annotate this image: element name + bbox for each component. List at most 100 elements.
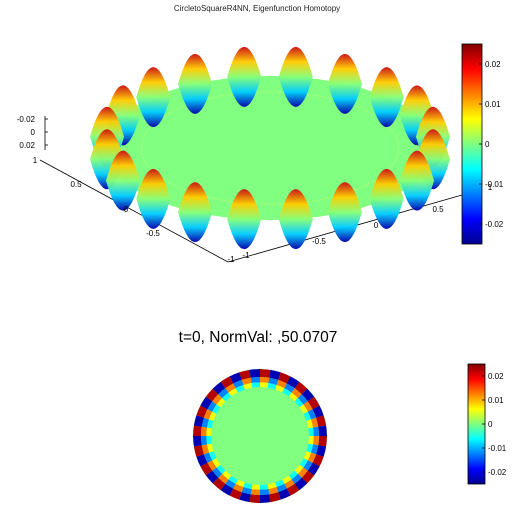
svg-text:0.01: 0.01 xyxy=(488,396,504,405)
disc-rim-cell xyxy=(318,436,327,447)
y-axis-ticks: -1 -0.5 0 0.5 1 xyxy=(33,156,250,260)
surface-lobe xyxy=(369,67,404,128)
disc-rim-cell xyxy=(275,479,285,487)
surface-lobe xyxy=(178,53,213,114)
disc-rim-cell xyxy=(212,381,226,395)
disc-rim-cell xyxy=(307,396,320,410)
disc-rim-cell xyxy=(267,482,277,489)
disc-rim-cell xyxy=(233,379,244,389)
disc-rim-cell xyxy=(260,382,269,388)
disc-rim-cell xyxy=(239,369,251,380)
disc-rim-cell xyxy=(306,419,313,429)
x-tick-label: 1 xyxy=(488,183,493,192)
disc-rim-cell xyxy=(275,385,285,393)
colorbar-tick: 0 xyxy=(482,420,493,429)
disc-rim-cell xyxy=(291,473,302,484)
disc-rim-cell xyxy=(312,436,319,446)
disc-rim-cell xyxy=(278,488,291,500)
disc-rim-cell xyxy=(207,419,214,429)
colorbar-tick: 0.01 xyxy=(479,100,501,109)
disc-rim-cell xyxy=(288,392,298,402)
disc-rim-cell xyxy=(286,376,300,389)
disc-rim-cell xyxy=(243,383,253,390)
colorbar-1: -0.02 -0.01 0 0.01 0.02 xyxy=(461,43,504,245)
disc-rim-cell xyxy=(307,462,320,476)
colorbar-tick: -0.01 xyxy=(479,180,504,189)
disc-rim-cell xyxy=(308,436,314,445)
disc-rim-cell xyxy=(310,444,319,455)
disc-rim-cell xyxy=(209,411,217,421)
disc-rim-cell xyxy=(260,494,271,503)
disc-rim-cell xyxy=(294,381,308,395)
disc-rim-cell xyxy=(269,492,281,503)
disc-rim-cell xyxy=(229,488,242,500)
disc-rim-cell xyxy=(239,492,251,503)
colorbar-tick: 0.02 xyxy=(482,372,504,381)
colorbar-tick: -0.02 xyxy=(482,468,507,477)
surface-lobe xyxy=(136,67,171,128)
z-tick: -0.02 xyxy=(17,115,48,124)
disc-rim-cell xyxy=(312,405,324,418)
disc-rim-cell xyxy=(310,417,319,428)
disc-rim-cell xyxy=(312,426,319,436)
svg-text:0.01: 0.01 xyxy=(485,100,501,109)
disc-rim-cell xyxy=(286,483,300,496)
disc-rim-cell xyxy=(196,454,208,467)
disc-rim-cell xyxy=(243,482,253,489)
disc-rim-cell xyxy=(276,483,287,493)
disc-rim-cell xyxy=(249,494,260,503)
surface-lobe xyxy=(227,189,262,250)
disc-rim-cell xyxy=(229,372,242,384)
disc-rim-cell xyxy=(193,445,204,457)
surface-lobe xyxy=(136,168,171,229)
svg-text:-0.01: -0.01 xyxy=(488,444,507,453)
svg-text:0: 0 xyxy=(485,140,490,149)
colorbar-tick: -0.02 xyxy=(479,220,504,229)
disc-rim-cell xyxy=(207,401,217,412)
disc-rim-cell xyxy=(269,369,281,380)
x-tick-label: -1 xyxy=(227,255,235,264)
disc-rim-cell xyxy=(203,409,213,420)
surface-lobe xyxy=(178,182,213,243)
disc-rim-cell xyxy=(205,388,219,402)
disc-rim-cell xyxy=(220,483,234,496)
disc-rim-cell xyxy=(260,377,270,384)
disc-rim-cell xyxy=(201,426,208,436)
colorbar-tick: -0.01 xyxy=(482,444,507,453)
disc-rim-cell xyxy=(303,401,313,412)
svg-text:0.02: 0.02 xyxy=(19,141,35,150)
disc-rim-cell xyxy=(291,388,302,399)
disc-rim-cell xyxy=(207,443,214,453)
colorbar-tick: 0.02 xyxy=(479,60,501,69)
surface-lobe xyxy=(327,53,362,114)
disc-rim-cell xyxy=(241,377,252,386)
disc-rim-cell xyxy=(307,452,317,463)
disc-rim-cell xyxy=(201,417,210,428)
disc-rim-cell xyxy=(297,394,308,405)
disc-rim-cell xyxy=(235,385,245,393)
disc-rim-cell xyxy=(222,392,232,402)
disc-rim-cell xyxy=(205,470,219,484)
disc-rim-cell xyxy=(206,427,212,436)
disc-rim-cell xyxy=(308,427,314,436)
disc-rim-cell xyxy=(218,473,229,484)
colorbar-tick: 0.01 xyxy=(482,396,504,405)
colorbar-2: -0.02 -0.01 0 0.01 0.02 xyxy=(467,363,507,485)
disc-rim-cell xyxy=(203,452,213,463)
disc-rim-cell xyxy=(212,458,221,468)
disc-rim-cell xyxy=(218,388,229,399)
y-axis-line xyxy=(39,159,229,263)
svg-text:-0.02: -0.02 xyxy=(488,468,507,477)
disc-rim-cell xyxy=(303,451,311,461)
surface-plot: -0.02 0 0.02 -1 -0.5 0 0.5 1 -1 -0.5 0 0.5 1 xyxy=(17,46,493,264)
disc-rim-cell xyxy=(228,475,238,484)
colorbar-2-ticks: -0.02 -0.01 0 0.01 0.02 xyxy=(482,372,507,477)
y-tick-label: 0 xyxy=(124,205,129,214)
disc-rim-cell xyxy=(250,488,260,495)
disc-rim-cell xyxy=(312,454,324,467)
disc-rim-cell xyxy=(303,460,313,471)
surface-lobe xyxy=(227,46,262,107)
disc-rim xyxy=(193,369,327,503)
disc-rim-cell xyxy=(212,394,223,405)
